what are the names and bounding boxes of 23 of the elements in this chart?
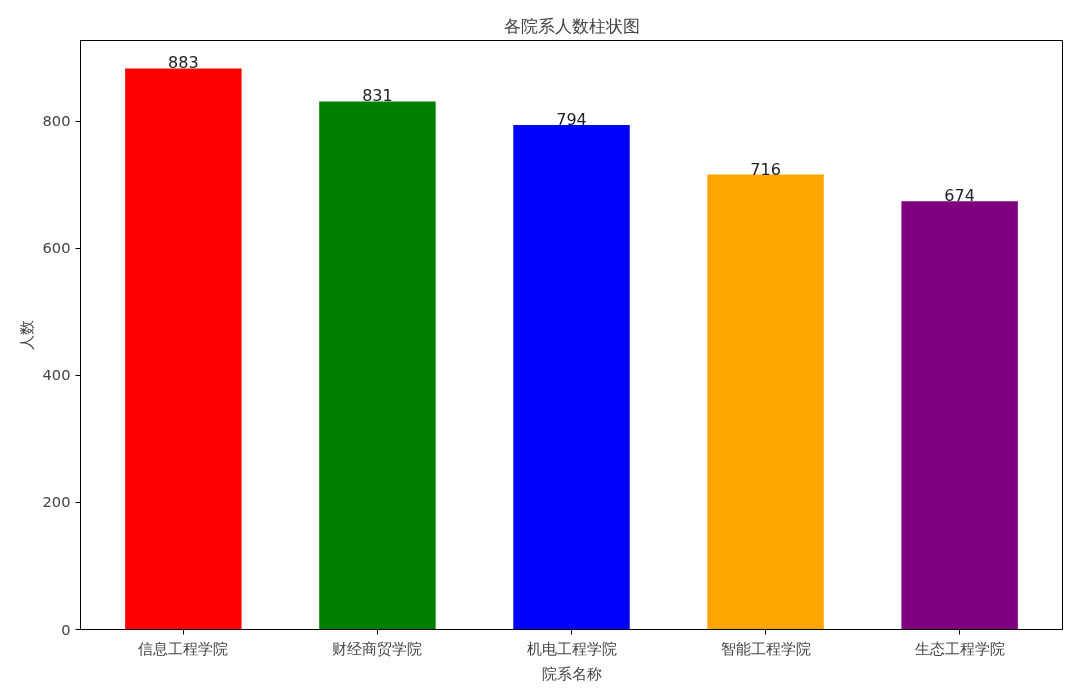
x-tick-label: 信息工程学院: [138, 639, 229, 657]
x-tick-label: 生态工程学院: [914, 639, 1005, 657]
bar: [707, 174, 824, 630]
y-tick-label: 0: [61, 620, 71, 638]
y-tick-label: 600: [42, 239, 71, 257]
data-label: 674: [944, 186, 975, 206]
y-tick-label: 400: [42, 366, 71, 384]
chart-title: 各院系人数柱状图: [503, 15, 640, 36]
data-label: 831: [362, 86, 393, 106]
y-tick-label: 200: [42, 493, 71, 511]
bar: [513, 125, 630, 630]
bar: [901, 201, 1018, 630]
data-label: 883: [168, 53, 199, 73]
y-axis-title: 人数: [17, 320, 35, 350]
bar: [319, 101, 436, 630]
x-axis-title: 院系名称: [541, 664, 602, 682]
data-label: 794: [556, 110, 587, 130]
data-label: 716: [750, 159, 781, 179]
x-tick-label: 智能工程学院: [720, 639, 811, 657]
bar: [125, 68, 242, 630]
y-tick-label: 800: [42, 112, 71, 130]
x-tick-label: 机电工程学院: [526, 639, 617, 657]
x-tick-label: 财经商贸学院: [332, 639, 423, 657]
